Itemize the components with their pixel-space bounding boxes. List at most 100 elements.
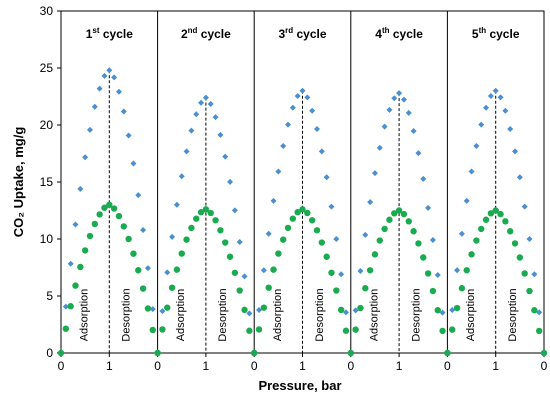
uptake-point bbox=[115, 88, 122, 95]
uptake-point bbox=[366, 267, 374, 274]
uptake-point bbox=[507, 125, 514, 132]
uptake-point bbox=[62, 303, 69, 310]
uptake-point bbox=[526, 287, 533, 295]
uptake-point bbox=[91, 103, 98, 110]
uptake-point bbox=[115, 212, 123, 220]
uptake-point bbox=[473, 143, 480, 150]
uptake-point bbox=[207, 209, 214, 217]
uptake-point bbox=[454, 267, 461, 274]
uptake-point bbox=[483, 104, 490, 111]
uptake-point bbox=[395, 207, 403, 214]
uptake-point bbox=[512, 148, 519, 155]
uptake-point bbox=[197, 209, 205, 216]
uptake-point bbox=[77, 185, 84, 192]
x-tick-label: 0 bbox=[541, 359, 548, 373]
uptake-point bbox=[202, 94, 209, 101]
x-tick-label: 1 bbox=[396, 359, 403, 373]
uptake-point bbox=[439, 309, 446, 316]
uptake-point bbox=[458, 285, 466, 292]
uptake-point bbox=[270, 197, 277, 204]
uptake-point bbox=[140, 227, 147, 234]
y-axis-label: CO₂ Uptake, mg/g bbox=[11, 127, 26, 238]
uptake-point bbox=[72, 282, 79, 289]
uptake-point bbox=[531, 307, 538, 314]
uptake-point bbox=[531, 271, 538, 278]
desorption-label: Desorption bbox=[410, 288, 422, 341]
uptake-point bbox=[410, 228, 417, 235]
uptake-point bbox=[362, 285, 369, 292]
uptake-point bbox=[139, 285, 147, 292]
uptake-point bbox=[81, 247, 89, 254]
uptake-point bbox=[516, 174, 523, 181]
uptake-point bbox=[86, 126, 93, 133]
uptake-point bbox=[323, 174, 330, 181]
uptake-point bbox=[96, 211, 103, 218]
y-tick-label: 0 bbox=[46, 346, 53, 360]
uptake-point bbox=[309, 107, 316, 114]
desorption-label: Desorption bbox=[121, 288, 133, 341]
uptake-point bbox=[333, 287, 340, 294]
x-tick-label: 0 bbox=[154, 359, 161, 373]
uptake-point bbox=[212, 114, 219, 121]
uptake-point bbox=[434, 271, 441, 278]
uptake-point bbox=[294, 209, 301, 216]
uptake-point bbox=[391, 210, 398, 217]
uptake-point bbox=[106, 201, 113, 208]
uptake-point bbox=[96, 85, 103, 92]
uptake-point bbox=[468, 168, 475, 175]
x-tick-label: 0 bbox=[347, 359, 354, 373]
uptake-point bbox=[193, 111, 200, 118]
uptake-point bbox=[521, 270, 528, 277]
uptake-point bbox=[371, 170, 378, 177]
uptake-point bbox=[342, 327, 350, 334]
uptake-point bbox=[101, 72, 108, 79]
uptake-point bbox=[130, 250, 137, 257]
uptake-point bbox=[429, 236, 436, 243]
uptake-point bbox=[173, 266, 181, 273]
peak-pressure-lines bbox=[108, 70, 497, 353]
y-tick-label: 15 bbox=[40, 175, 54, 189]
uptake-point bbox=[405, 218, 412, 225]
data-points bbox=[57, 67, 548, 357]
y-tick-label: 5 bbox=[46, 289, 53, 303]
uptake-point bbox=[506, 228, 514, 235]
uptake-point bbox=[371, 251, 379, 258]
uptake-point bbox=[231, 207, 238, 214]
uptake-point bbox=[222, 239, 229, 246]
uptake-point bbox=[400, 96, 407, 103]
desorption-label: Desorption bbox=[507, 288, 519, 341]
uptake-point bbox=[144, 265, 151, 272]
uptake-point bbox=[135, 267, 142, 274]
uptake-point bbox=[241, 306, 248, 314]
uptake-point bbox=[367, 199, 374, 206]
uptake-point bbox=[376, 237, 383, 244]
uptake-point bbox=[67, 303, 74, 310]
uptake-point bbox=[313, 227, 321, 234]
uptake-point bbox=[405, 109, 412, 116]
cycle-title: 4th cycle bbox=[375, 26, 423, 41]
uptake-point bbox=[202, 206, 210, 213]
uptake-point bbox=[536, 309, 543, 316]
uptake-point bbox=[241, 273, 248, 280]
uptake-point bbox=[313, 125, 320, 132]
uptake-point bbox=[318, 148, 325, 155]
uptake-point bbox=[183, 148, 190, 155]
uptake-point bbox=[154, 349, 161, 357]
uptake-point bbox=[144, 305, 152, 312]
uptake-point bbox=[226, 253, 234, 260]
uptake-point bbox=[487, 93, 494, 100]
uptake-point bbox=[429, 287, 437, 295]
uptake-point bbox=[193, 215, 200, 222]
x-tick-label: 0 bbox=[251, 359, 258, 373]
x-tick-label: 1 bbox=[492, 359, 499, 373]
desorption-label: Desorption bbox=[217, 288, 229, 341]
uptake-point bbox=[323, 253, 330, 260]
uptake-point bbox=[173, 201, 180, 208]
uptake-point bbox=[101, 204, 108, 211]
adsorption-label: Adsorption bbox=[465, 289, 477, 342]
uptake-point bbox=[256, 307, 263, 314]
uptake-point bbox=[535, 327, 543, 335]
uptake-point bbox=[164, 304, 171, 311]
cycle-title: 2nd cycle bbox=[181, 26, 231, 41]
